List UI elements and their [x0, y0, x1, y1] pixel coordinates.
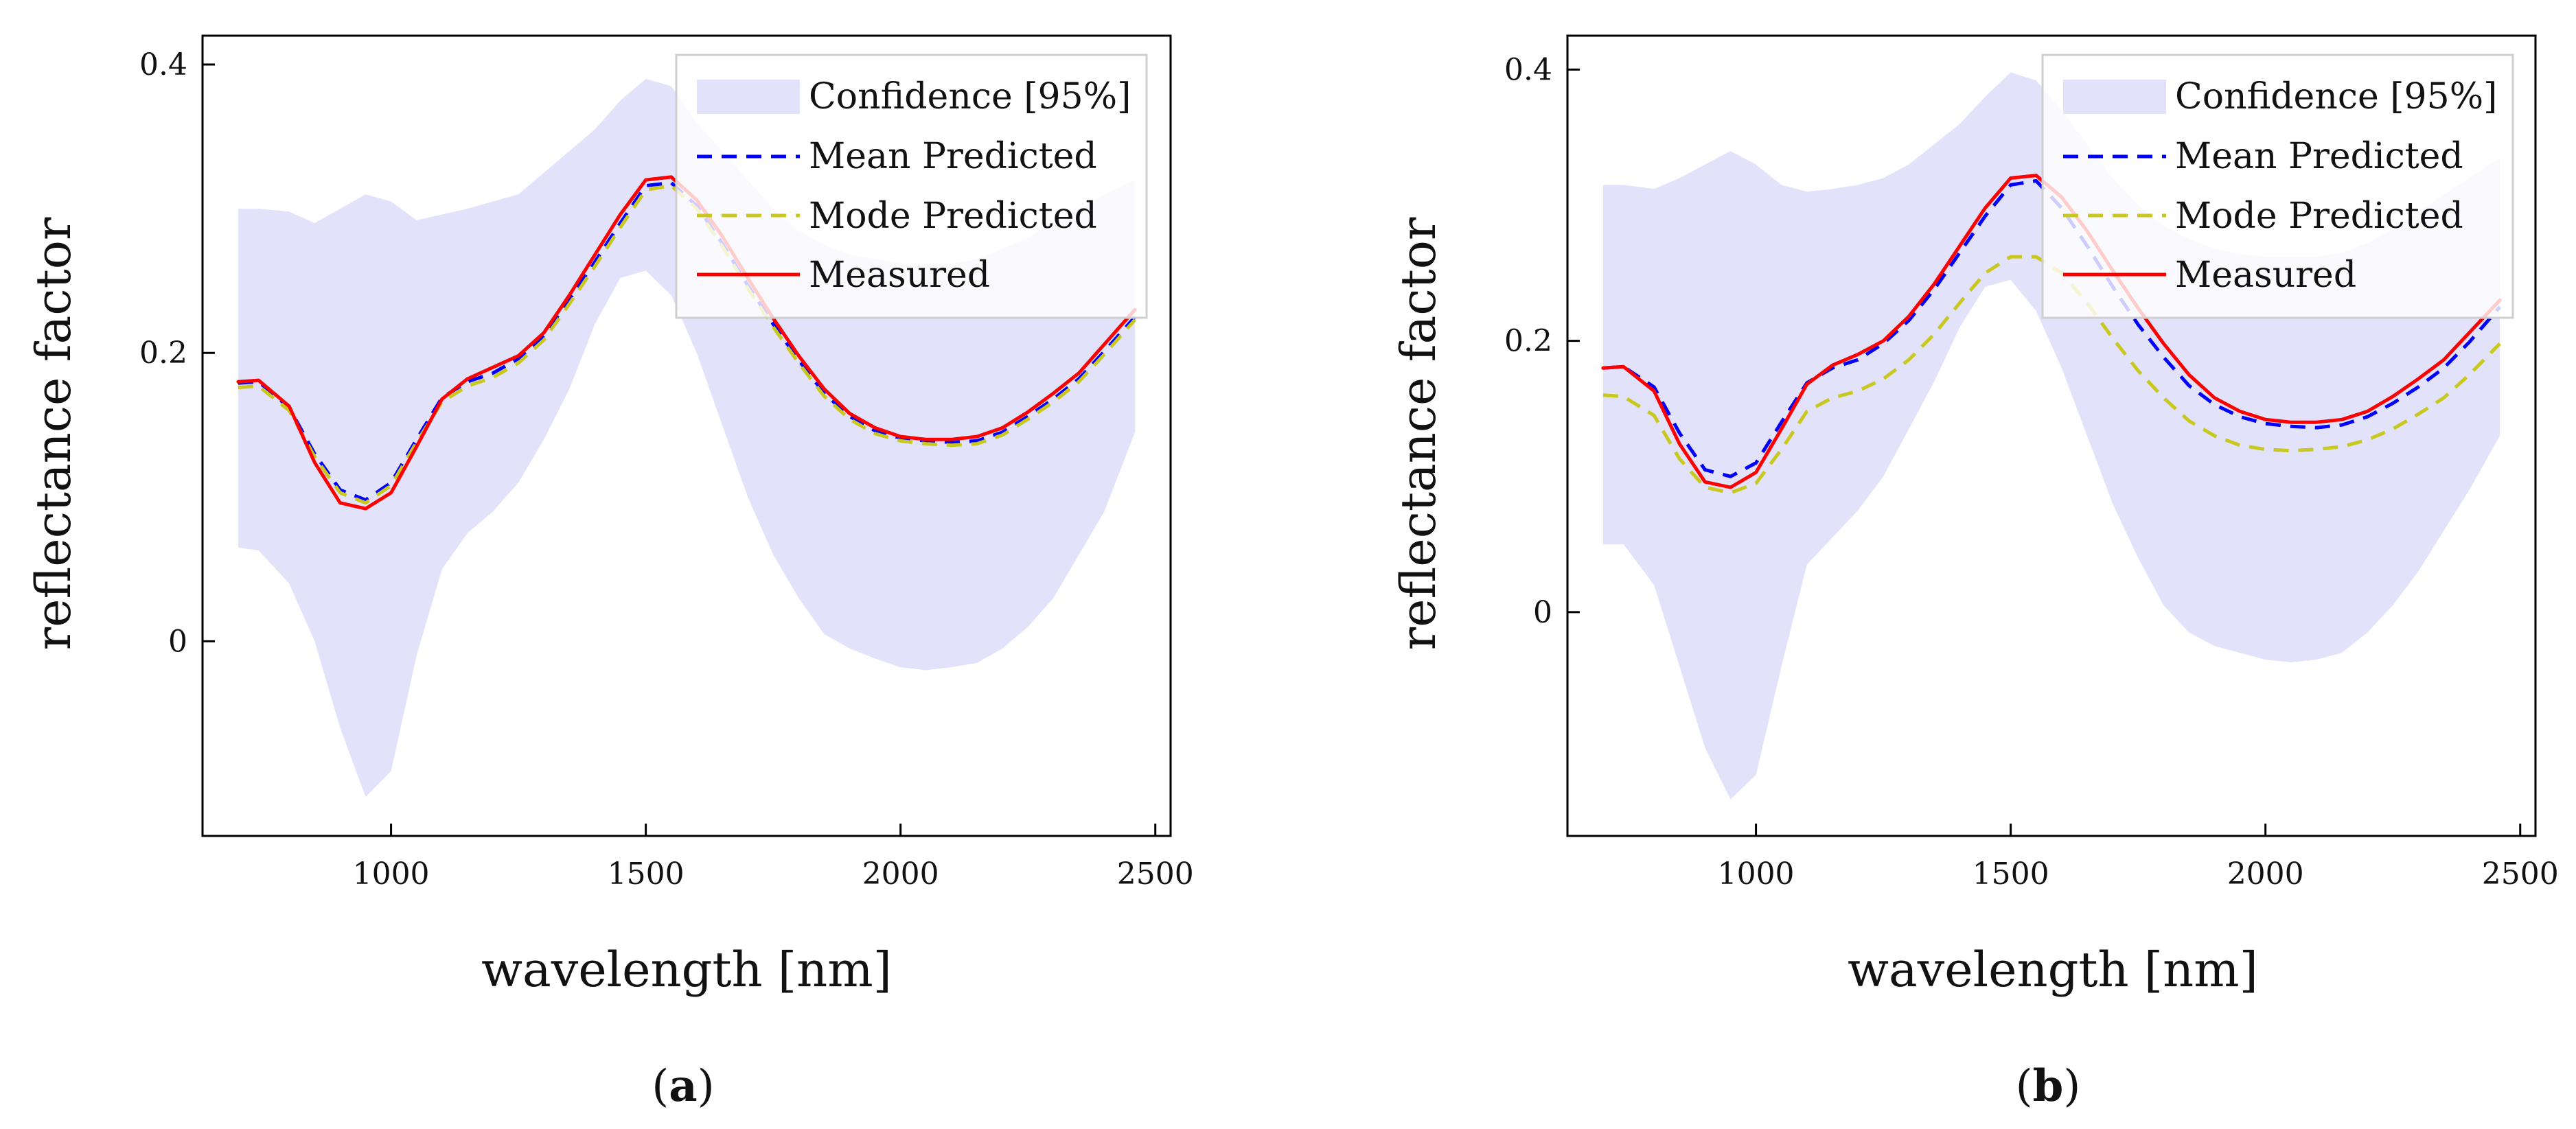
y-tick-label: 0.2: [139, 336, 187, 371]
mean-predicted-line: [238, 181, 1136, 502]
x-axis-ticks: 1000 1500 2000 2500: [353, 824, 1194, 892]
plot-frame: [201, 34, 1172, 837]
confidence-band: [238, 79, 1136, 798]
subfigure-caption-a: (a): [652, 1060, 714, 1112]
caption-open-paren: (: [2016, 1061, 2033, 1112]
x-tick-label: 2500: [1117, 857, 1194, 892]
subfigure-caption-b: (b): [2016, 1060, 2081, 1112]
x-tick-label: 1500: [608, 857, 685, 892]
legend-label-mean: Mean Predicted: [809, 136, 1097, 177]
caption-open-paren: (: [652, 1061, 669, 1112]
y-tick-label: 0.4: [1504, 52, 1552, 87]
x-tick-label: 2500: [2482, 857, 2559, 892]
x-tick-label: 2000: [2227, 857, 2304, 892]
x-axis-label: wavelength [nm]: [1848, 942, 2258, 998]
x-tick-label: 1000: [1718, 857, 1795, 892]
y-tick-label: 0.4: [139, 47, 187, 82]
y-axis-label: reflectance factor: [1390, 217, 1447, 650]
caption-close-paren: ): [698, 1061, 715, 1112]
legend: Confidence [95%] Mean Predicted Mode Pre…: [675, 54, 1148, 319]
y-axis-ticks: 0 0.2 0.4: [139, 47, 215, 659]
plot-frame: [1566, 34, 2537, 837]
legend-label-confidence: Confidence [95%]: [2175, 76, 2497, 117]
chart-panel-b: 1000 1500 2000 2500 0 0.2 0.4 Confidence [95%…: [1390, 34, 2559, 1112]
legend-label-mode: Mode Predicted: [809, 196, 1097, 237]
caption-close-paren: ): [2063, 1061, 2080, 1112]
caption-letter: a: [669, 1060, 697, 1112]
y-axis-label: reflectance factor: [25, 217, 82, 650]
mean-predicted-line: [1602, 179, 2501, 478]
x-tick-label: 2000: [862, 857, 939, 892]
y-axis-ticks: 0 0.2 0.4: [1504, 52, 1580, 630]
legend-label-measured: Measured: [809, 255, 990, 296]
x-axis-label: wavelength [nm]: [481, 942, 892, 998]
confidence-band: [1602, 72, 2500, 800]
legend-label-mode: Mode Predicted: [2175, 196, 2463, 237]
x-tick-label: 1500: [1973, 857, 2049, 892]
confidence-band-area: [238, 79, 1136, 798]
legend: Confidence [95%] Mean Predicted Mode Pre…: [2041, 54, 2514, 319]
y-tick-label: 0: [168, 624, 187, 659]
legend-swatch-confidence: [2063, 80, 2166, 114]
confidence-band-area: [1602, 72, 2500, 800]
x-tick-label: 1000: [353, 857, 430, 892]
legend-swatch-confidence: [697, 80, 800, 114]
caption-letter: b: [2033, 1060, 2064, 1112]
y-tick-label: 0.2: [1504, 324, 1552, 359]
legend-label-mean: Mean Predicted: [2175, 136, 2463, 177]
y-tick-label: 0: [1533, 595, 1552, 630]
chart-panel-a: 1000 1500 2000 2500 0 0.2 0.4 Confidence [95%…: [25, 34, 1194, 1112]
legend-label-measured: Measured: [2175, 255, 2356, 296]
x-axis-ticks: 1000 1500 2000 2500: [1718, 824, 2559, 892]
legend-label-confidence: Confidence [95%]: [809, 76, 1131, 117]
